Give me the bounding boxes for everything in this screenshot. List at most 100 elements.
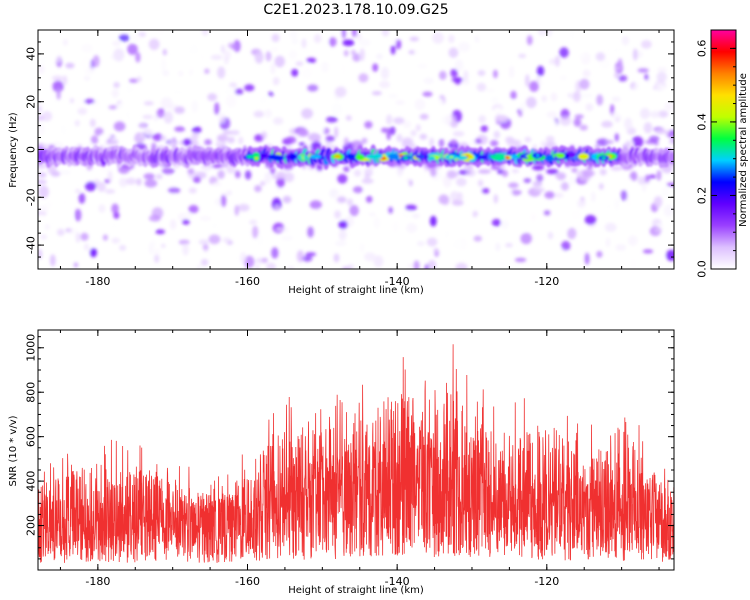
heatmap-noise-cell	[124, 83, 135, 94]
heatmap-noise-cell	[200, 258, 209, 266]
heatmap-y-tick-label: -20	[25, 188, 38, 206]
heatmap-noise-cell	[226, 164, 236, 174]
heatmap-noise-cell	[275, 227, 288, 232]
heatmap-noise-cell	[227, 136, 235, 144]
heatmap-noise-cell	[622, 111, 631, 119]
heatmap-noise-cell	[644, 181, 656, 187]
heatmap-noise-cell	[664, 102, 674, 111]
heatmap-noise-cell	[388, 93, 398, 99]
heatmap-noise-cell	[423, 77, 434, 84]
heatmap-noise-cell	[657, 110, 669, 118]
heatmap-noise-cell	[249, 219, 258, 225]
heatmap-noise-cell	[518, 111, 523, 117]
heatmap-noise-cell	[518, 53, 527, 59]
heatmap-noise-cell	[518, 221, 528, 233]
heatmap-noise-cell	[237, 203, 250, 212]
heatmap-y-tick-label: 40	[25, 47, 38, 61]
heatmap-noise-cell	[417, 63, 428, 69]
heatmap-noise-cell	[393, 117, 405, 125]
snr-frame	[37, 329, 675, 571]
heatmap-noise-cell	[128, 78, 138, 84]
heatmap-noise-cell	[546, 111, 558, 118]
heatmap-noise-cell	[401, 137, 414, 147]
heatmap-noise-cell	[345, 115, 352, 121]
heatmap-noise-cell	[210, 222, 219, 230]
heatmap-noise-cell	[526, 96, 537, 109]
heatmap-noise-cell	[214, 102, 220, 115]
heatmap-noise-cell	[59, 170, 71, 175]
heatmap-noise-cell	[501, 220, 509, 230]
heatmap-noise-cell	[661, 186, 670, 197]
heatmap-noise-cell	[285, 110, 292, 123]
heatmap-noise-cell	[493, 130, 501, 139]
heatmap-noise-cell	[450, 139, 457, 146]
heatmap-noise-cell	[474, 215, 484, 223]
heatmap-noise-cell	[84, 243, 89, 251]
heatmap-noise-cell	[455, 177, 467, 187]
heatmap-y-tick-label: -40	[25, 236, 38, 254]
heatmap-y-tick-label: 20	[25, 95, 38, 109]
heatmap-noise-cell	[328, 37, 337, 47]
heatmap-noise-cell	[622, 176, 633, 183]
heatmap-noise-cell	[254, 185, 262, 193]
heatmap-y-tick-label: 0	[25, 146, 38, 153]
heatmap-noise-cell	[633, 48, 638, 61]
heatmap-noise-cell	[361, 137, 368, 144]
heatmap-noise-cell	[544, 191, 555, 199]
heatmap-y-label: Frequency (Hz)	[8, 112, 19, 188]
heatmap-noise-cell	[446, 170, 457, 179]
heatmap-noise-cell	[296, 250, 305, 263]
heatmap-noise-cell	[364, 252, 376, 262]
heatmap-noise-cell	[160, 135, 167, 141]
heatmap-noise-cell	[626, 195, 631, 207]
snr-y-axis: 200 400 600 800 1000	[25, 334, 674, 560]
heatmap-noise-cell	[412, 213, 420, 219]
heatmap-noise-cell	[234, 205, 239, 216]
heatmap-noise-cell	[554, 192, 564, 198]
heatmap-noise-cell	[614, 197, 620, 210]
heatmap-noise-cell	[155, 174, 163, 180]
heatmap-ridge-peak	[536, 154, 540, 157]
heatmap-noise-cell	[359, 243, 365, 253]
heatmap-noise-cell	[217, 112, 226, 123]
heatmap-noise-cell	[199, 52, 206, 61]
heatmap-noise-cell	[649, 135, 660, 142]
heatmap-noise-cell	[358, 38, 371, 47]
heatmap-noise-cell	[431, 185, 438, 196]
heatmap-noise-cell	[67, 228, 79, 236]
heatmap-noise-cell	[148, 38, 160, 50]
heatmap-x-tick-label: -140	[385, 275, 410, 288]
heatmap-noise-cell	[524, 136, 532, 143]
heatmap-noise-cell	[94, 127, 104, 136]
heatmap-noise-cell	[395, 260, 403, 269]
heatmap-noise-cell	[405, 204, 417, 211]
heatmap-ridge-peak	[601, 156, 606, 160]
heatmap-noise-cell	[654, 227, 663, 233]
snr-y-tick-label: 200	[25, 515, 38, 536]
heatmap-noise-cell	[565, 197, 577, 210]
heatmap-noise-cell	[116, 102, 129, 114]
heatmap-noise-cell	[142, 114, 153, 120]
heatmap-noise-cell	[520, 232, 532, 245]
heatmap-noise-cell	[148, 214, 161, 222]
heatmap-noise-cell	[347, 264, 355, 269]
heatmap-noise-cell	[289, 31, 298, 39]
heatmap-noise-cell	[505, 243, 513, 248]
heatmap-noise-cell	[455, 262, 468, 269]
heatmap-noise-cell	[501, 190, 513, 197]
heatmap-noise-cell	[74, 120, 80, 127]
heatmap-noise-cell	[526, 35, 533, 46]
heatmap-noise-cell	[254, 51, 264, 64]
heatmap-noise-cell	[218, 182, 229, 194]
heatmap-ridge-peak	[403, 156, 409, 160]
heatmap-noise-cell	[267, 91, 274, 97]
heatmap-noise-cell	[188, 187, 197, 194]
heatmap-noise-cell	[426, 237, 438, 247]
heatmap-noise-cell	[493, 69, 498, 79]
heatmap-noise-cell	[390, 126, 396, 135]
heatmap-noise-cell	[199, 216, 212, 221]
heatmap-noise-cell	[395, 100, 406, 105]
heatmap-noise-cell	[240, 252, 247, 265]
heatmap-noise-cell	[225, 94, 237, 108]
heatmap-noise-cell	[256, 118, 265, 128]
